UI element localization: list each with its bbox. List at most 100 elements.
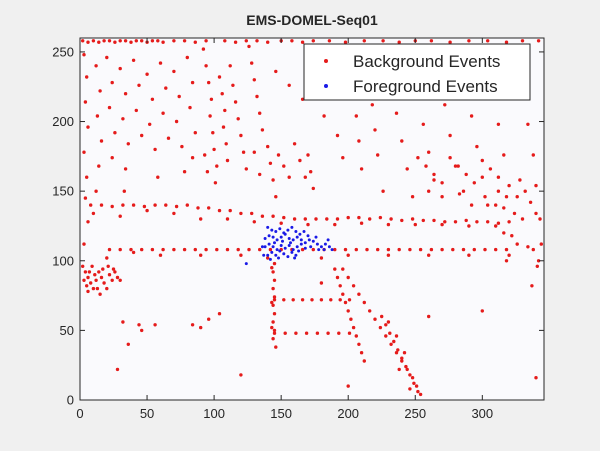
background-event-point <box>99 139 104 143</box>
foreground-event-point <box>317 248 321 252</box>
background-event-point <box>82 150 86 154</box>
background-event-point <box>464 172 468 177</box>
background-event-point <box>111 267 116 271</box>
background-event-point <box>276 153 281 157</box>
foreground-event-point <box>290 225 294 229</box>
foreground-event-point <box>303 246 307 250</box>
background-event-point <box>504 259 509 263</box>
background-event-point <box>129 40 133 44</box>
background-event-point <box>107 105 112 110</box>
background-event-point <box>475 144 479 149</box>
background-event-point <box>384 334 388 338</box>
background-event-point <box>236 247 240 252</box>
background-event-point <box>397 40 401 44</box>
y-tick-label: 100 <box>52 253 74 268</box>
background-event-point <box>396 348 400 352</box>
background-event-point <box>266 40 270 44</box>
background-event-point <box>190 323 195 327</box>
foreground-event-point <box>266 253 270 257</box>
foreground-event-point <box>303 241 307 245</box>
background-event-point <box>153 203 157 207</box>
background-event-point <box>239 253 243 257</box>
background-event-point <box>252 220 256 224</box>
background-event-point <box>386 247 391 252</box>
background-event-point <box>536 39 541 43</box>
background-event-point <box>467 224 471 228</box>
background-event-point <box>329 298 333 302</box>
background-event-point <box>518 178 522 182</box>
background-event-point <box>357 215 361 220</box>
background-event-point <box>381 39 385 43</box>
background-event-point <box>91 39 96 43</box>
background-event-point <box>333 247 337 252</box>
background-event-point <box>212 147 216 152</box>
background-event-point <box>456 164 460 168</box>
foreground-event-point <box>306 234 310 238</box>
background-event-point <box>193 40 197 44</box>
background-event-point <box>486 39 490 43</box>
background-event-point <box>239 373 243 377</box>
foreground-event-point <box>322 248 326 252</box>
background-event-point <box>290 39 294 43</box>
background-event-point <box>408 373 412 377</box>
background-event-point <box>85 175 89 179</box>
y-tick-label: 50 <box>60 323 74 338</box>
background-event-point <box>217 312 222 316</box>
foreground-event-point <box>298 232 302 236</box>
background-event-point <box>341 292 345 296</box>
background-event-point <box>153 147 157 152</box>
background-event-point <box>271 320 275 324</box>
background-event-point <box>343 247 348 252</box>
background-event-point <box>319 256 324 260</box>
background-event-point <box>86 125 90 129</box>
background-event-point <box>534 211 538 216</box>
background-event-point <box>148 122 152 127</box>
background-event-point <box>534 376 538 380</box>
foreground-event-point <box>309 245 313 249</box>
background-event-point <box>137 323 141 327</box>
background-event-point <box>221 125 226 129</box>
background-event-point <box>448 156 452 160</box>
background-event-point <box>272 328 277 333</box>
background-event-point <box>389 217 393 221</box>
background-event-point <box>469 203 474 207</box>
background-event-point <box>161 247 165 252</box>
background-event-point <box>362 300 366 305</box>
background-event-point <box>252 78 256 82</box>
background-event-point <box>174 204 179 209</box>
background-event-point <box>94 189 98 193</box>
foreground-event-point <box>286 228 290 232</box>
background-event-point <box>215 247 219 252</box>
background-event-point <box>402 351 407 355</box>
x-tick-label: 150 <box>270 406 292 421</box>
background-event-point <box>526 122 530 127</box>
background-event-point <box>410 217 415 221</box>
background-event-point <box>225 158 230 163</box>
background-event-point <box>93 273 97 277</box>
background-event-point <box>105 286 109 291</box>
background-event-point <box>440 195 444 199</box>
foreground-event-point <box>299 242 303 246</box>
background-event-point <box>510 234 514 238</box>
background-event-point <box>274 195 278 199</box>
background-event-point <box>325 217 329 221</box>
background-event-point <box>397 247 401 252</box>
background-event-point <box>266 144 270 149</box>
background-event-point <box>113 131 117 135</box>
background-event-point <box>182 170 187 174</box>
background-event-point <box>272 298 277 302</box>
foreground-event-point <box>307 238 311 242</box>
background-event-point <box>494 247 498 252</box>
background-event-point <box>86 289 90 294</box>
background-event-point <box>486 220 490 224</box>
axes: 0 50 100 150 200 250 300 0 50 100 150 200 250 <box>52 37 545 421</box>
background-event-point <box>110 156 114 160</box>
background-event-point <box>486 203 490 207</box>
background-event-point <box>346 215 350 220</box>
background-event-point <box>244 167 248 171</box>
background-event-point <box>118 214 122 218</box>
background-event-point <box>272 295 277 299</box>
foreground-event-point <box>274 230 278 233</box>
background-event-point <box>304 331 309 335</box>
background-event-point <box>424 164 428 168</box>
